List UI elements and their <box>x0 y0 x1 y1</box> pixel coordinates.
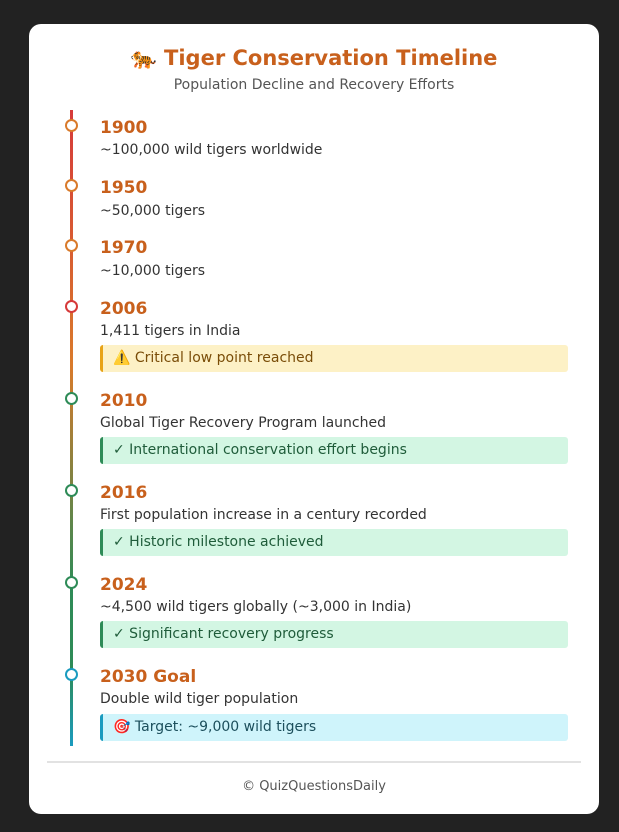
timeline-dot <box>65 484 78 497</box>
event-description: ~50,000 tigers <box>100 203 206 219</box>
event-note: 🎯 Target: ~9,000 wild tigers <box>100 714 568 741</box>
event-year: 2006 <box>100 299 148 319</box>
event-year: 1970 <box>100 238 148 258</box>
event-description: First population increase in a century r… <box>100 507 427 523</box>
card: 🐅 Tiger Conservation Timeline Population… <box>29 24 599 814</box>
event-note: ⚠️ Critical low point reached <box>100 345 568 372</box>
timeline-dot <box>65 179 78 192</box>
event-year: 2010 <box>100 391 148 411</box>
title: 🐅 Tiger Conservation Timeline <box>130 46 498 70</box>
event-note: ✓ Historic milestone achieved <box>100 529 568 556</box>
event-note: ✓ Significant recovery progress <box>100 621 568 648</box>
footer: © QuizQuestionsDaily <box>242 779 386 794</box>
event-year: 1950 <box>100 178 148 198</box>
timeline-dot <box>65 576 78 589</box>
timeline-dot <box>65 239 78 252</box>
subtitle: Population Decline and Recovery Efforts <box>173 77 455 93</box>
event-description: Double wild tiger population <box>100 691 299 707</box>
event-year: 2030 Goal <box>100 667 197 687</box>
separator <box>47 761 581 763</box>
timeline-dot <box>65 119 78 132</box>
event-description: 1,411 tigers in India <box>100 323 241 339</box>
event-description: ~100,000 wild tigers worldwide <box>100 142 323 158</box>
event-description: ~10,000 tigers <box>100 263 206 279</box>
event-description: ~4,500 wild tigers globally (~3,000 in I… <box>100 599 412 615</box>
event-year: 1900 <box>100 118 148 138</box>
event-note: ✓ International conservation effort begi… <box>100 437 568 464</box>
event-description: Global Tiger Recovery Program launched <box>100 415 386 431</box>
timeline-dot <box>65 392 78 405</box>
event-year: 2016 <box>100 483 148 503</box>
event-year: 2024 <box>100 575 148 595</box>
timeline-dot <box>65 300 78 313</box>
timeline-dot <box>65 668 78 681</box>
timeline-line <box>70 110 73 746</box>
